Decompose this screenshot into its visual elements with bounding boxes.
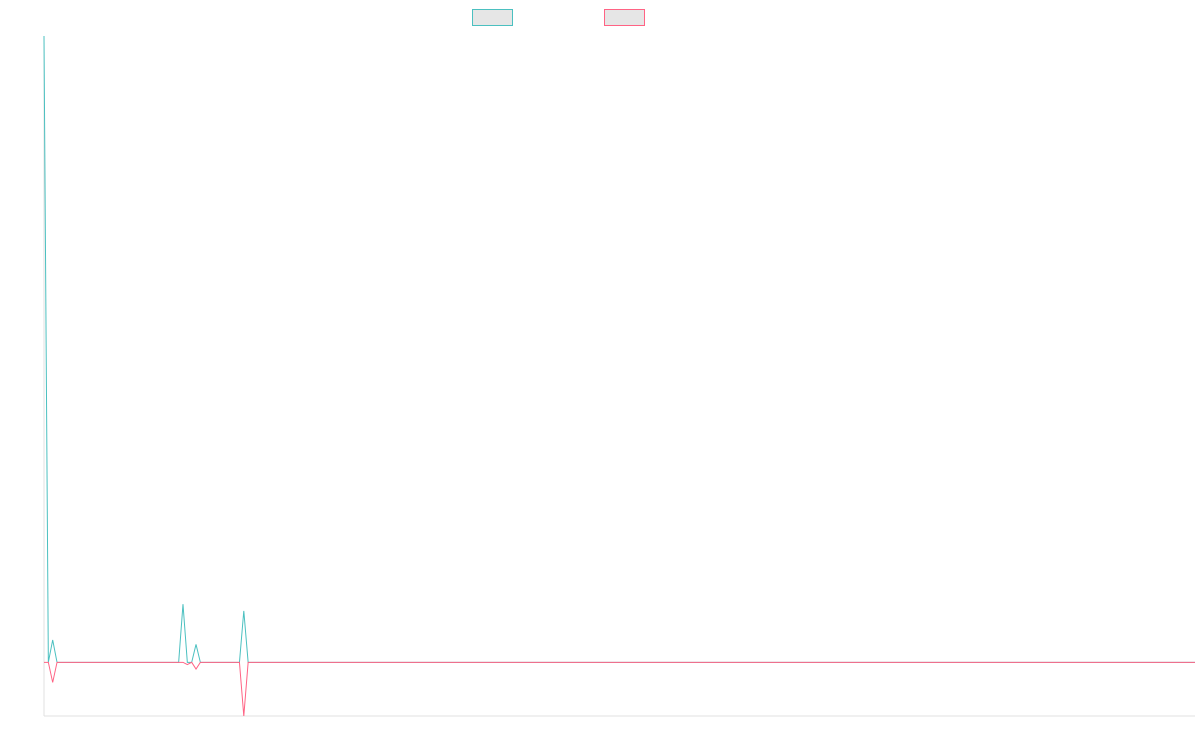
legend[interactable] [472, 9, 645, 26]
series-line-1 [43, 35, 1195, 663]
series-line-2 [44, 661, 1195, 717]
plot-area [43, 35, 1195, 717]
axes [43, 36, 1195, 717]
legend-swatch-1[interactable] [472, 9, 513, 26]
legend-swatch-2[interactable] [604, 9, 645, 26]
